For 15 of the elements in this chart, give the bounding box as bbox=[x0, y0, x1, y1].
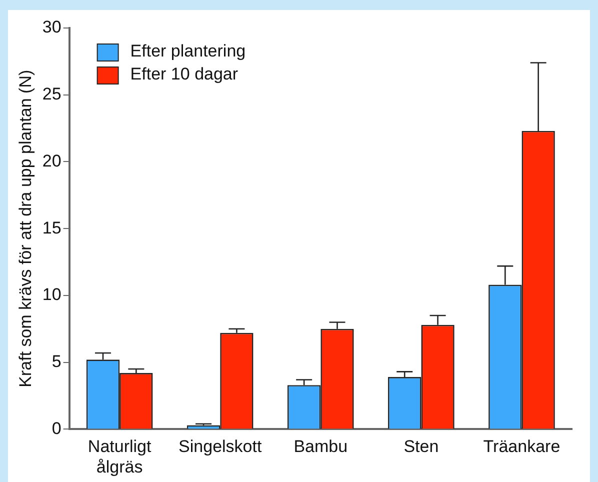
x-tick-label: Naturligt ålgräs bbox=[88, 437, 152, 476]
x-tick-label: Singelskott bbox=[178, 437, 262, 456]
x-tick-label: Träankare bbox=[483, 437, 560, 456]
y-tick-label: 5 bbox=[52, 352, 62, 372]
legend-label: Efter plantering bbox=[130, 42, 246, 61]
y-tick-label: 10 bbox=[42, 285, 62, 304]
y-tick-label: 15 bbox=[42, 218, 62, 238]
y-tick-label: 0 bbox=[52, 418, 62, 438]
x-tick-label: Bambu bbox=[294, 437, 348, 456]
y-tick-label: 25 bbox=[42, 84, 62, 104]
y-tick-label: 20 bbox=[42, 151, 62, 170]
y-axis-title: Kraft som krävs för att dra upp plantan (N) bbox=[16, 70, 35, 388]
x-tick-label: Sten bbox=[404, 437, 439, 456]
legend-label: Efter 10 dagar bbox=[130, 64, 238, 84]
y-tick-label: 30 bbox=[42, 18, 62, 37]
